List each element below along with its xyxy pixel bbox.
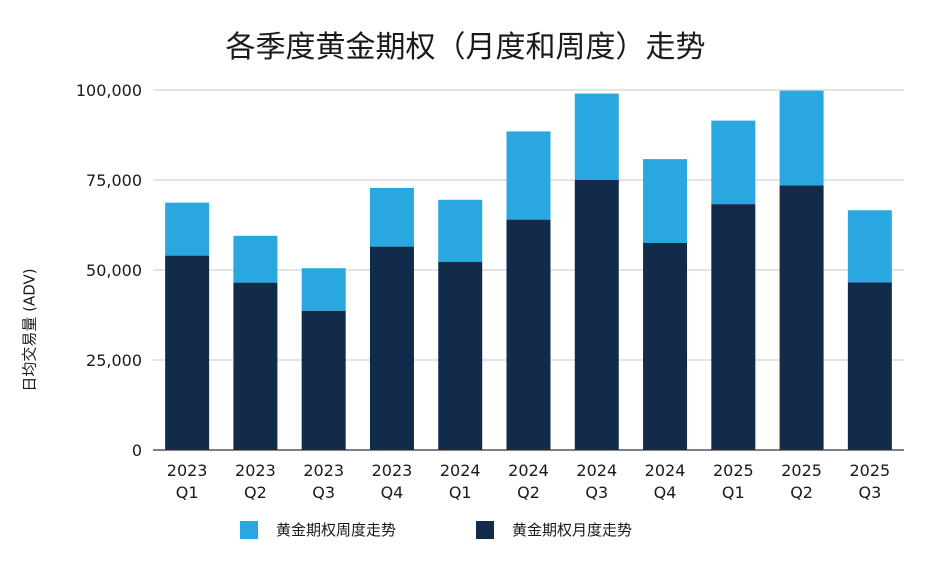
y-tick-label: 75,000 [86,171,142,190]
y-tick-label: 25,000 [86,351,142,370]
bar-monthly [847,282,892,450]
bar-monthly [438,261,483,450]
bar-weekly [438,199,483,262]
bar-monthly [779,185,824,450]
legend-item-monthly[interactable]: 黄金期权月度走势 [476,519,632,540]
y-tick-label: 50,000 [86,261,142,280]
bar-monthly [233,282,278,450]
x-tick-year: 2024 [576,461,617,480]
bar-monthly [165,255,210,450]
legend-swatch-monthly [476,520,494,539]
x-tick-quarter: Q4 [654,483,677,502]
bar-weekly [847,210,892,283]
bars [165,90,892,450]
x-tick-quarter: Q3 [858,483,881,502]
x-tick-year: 2023 [235,461,276,480]
legend-label-monthly: 黄金期权月度走势 [512,521,633,539]
x-tick-year: 2024 [440,461,481,480]
legend-item-weekly[interactable]: 黄金期权周度走势 [240,519,396,540]
x-tick-year: 2023 [372,461,413,480]
y-tick-label: 0 [132,441,142,460]
y-tick-label: 100,000 [76,81,142,100]
x-tick-year: 2025 [713,461,754,480]
x-tick-quarter: Q4 [381,483,404,502]
x-tick-quarter: Q2 [517,483,540,502]
bar-weekly [779,90,824,186]
y-axis-ticks: 0 25,000 50,000 75,000 100,000 [76,81,142,460]
bar-weekly [165,202,210,256]
chart-title: 各季度黄金期权（月度和周度）走势 [225,30,706,65]
bar-monthly [506,219,551,450]
bar-weekly [301,268,346,311]
x-tick-quarter: Q1 [176,483,199,502]
x-tick-year: 2025 [781,461,822,480]
bar-monthly [574,180,619,450]
x-tick-quarter: Q3 [312,483,335,502]
bar-weekly [233,235,278,283]
x-tick-year: 2023 [167,461,208,480]
bar-weekly [506,131,551,220]
bar-weekly [574,93,619,180]
bar-weekly [369,187,414,247]
bar-monthly [369,246,414,450]
bar-monthly [301,310,346,450]
legend-swatch-weekly [240,520,258,539]
x-tick-year: 2023 [303,461,344,480]
x-axis-ticks: 2023 Q1 2023 Q2 2023 Q3 2023 Q4 2024 Q1 2024 Q2 2024… [167,461,890,502]
bar-weekly [643,159,688,243]
bar-weekly [711,120,756,205]
x-tick-quarter: Q1 [449,483,472,502]
x-tick-year: 2024 [645,461,686,480]
bar-monthly [711,204,756,450]
x-tick-year: 2024 [508,461,549,480]
x-tick-quarter: Q1 [722,483,745,502]
x-tick-quarter: Q3 [585,483,608,502]
bar-monthly [643,243,688,450]
x-tick-year: 2025 [850,461,891,480]
x-tick-quarter: Q2 [790,483,813,502]
legend-label-weekly: 黄金期权周度走势 [276,521,397,539]
x-tick-quarter: Q2 [244,483,267,502]
